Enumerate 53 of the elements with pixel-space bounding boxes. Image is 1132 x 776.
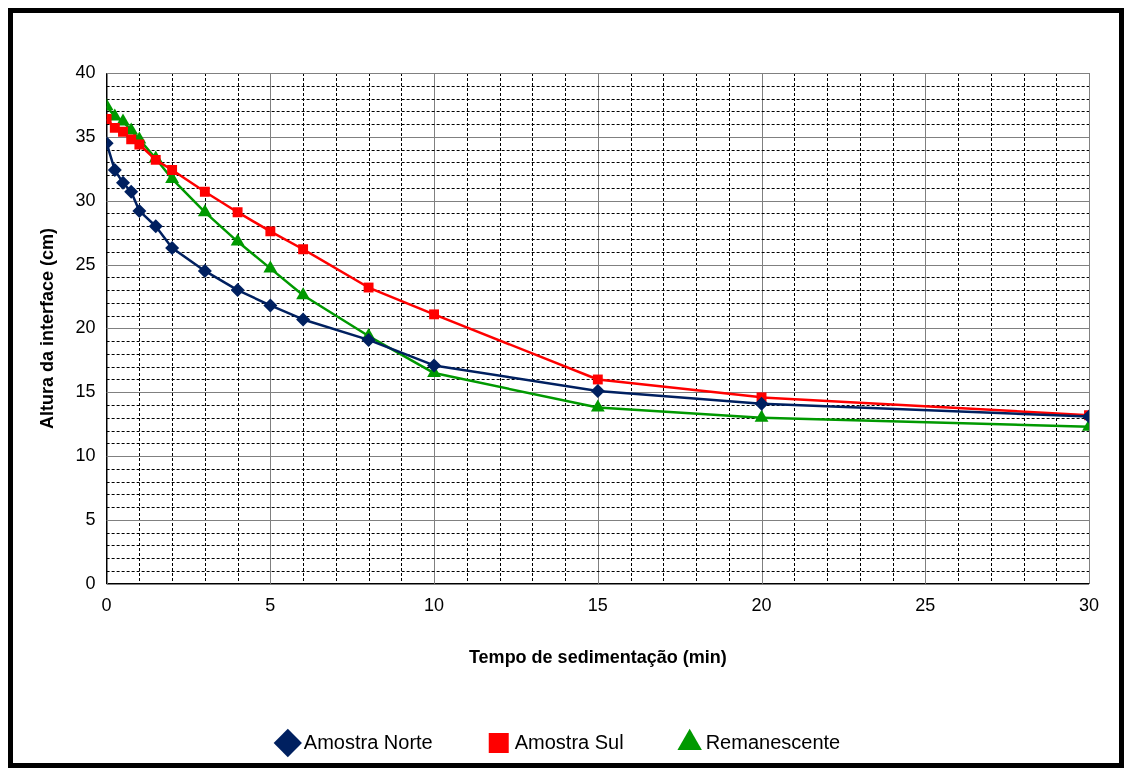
point: [592, 374, 603, 385]
point: [124, 184, 139, 199]
y-tick-label: 40: [75, 61, 96, 82]
point: [165, 240, 180, 255]
legend-label: Remanescente: [705, 730, 841, 753]
point: [115, 175, 130, 190]
point: [263, 298, 278, 313]
y-tick-label: 5: [85, 508, 96, 529]
point: [107, 163, 122, 178]
point: [754, 409, 769, 422]
x-axis-title: Tempo de sedimentação (min): [468, 647, 727, 668]
point: [232, 207, 243, 218]
point: [754, 396, 769, 411]
point: [230, 283, 245, 298]
legend-label: Amostra Norte: [303, 730, 433, 753]
point: [265, 226, 276, 237]
y-tick-label: 30: [75, 189, 96, 210]
point: [132, 203, 147, 218]
point: [197, 204, 212, 217]
x-tick-label: 5: [265, 594, 276, 615]
point: [296, 312, 311, 327]
point: [429, 309, 440, 320]
x-tick-label: 10: [424, 594, 445, 615]
y-tick-label: 15: [75, 381, 96, 402]
y-tick-label: 35: [75, 125, 96, 146]
point: [230, 233, 245, 246]
x-tick-label: 25: [915, 594, 936, 615]
y-tick-label: 10: [75, 445, 96, 466]
x-tick-label: 20: [751, 594, 772, 615]
point: [148, 219, 163, 234]
y-axis-title: Altura da interface (cm): [36, 227, 57, 429]
point: [126, 134, 137, 145]
x-tick-label: 15: [587, 594, 608, 615]
point: [361, 332, 376, 347]
point: [363, 282, 374, 293]
point: [134, 139, 145, 150]
point: [197, 263, 212, 278]
point: [590, 383, 605, 398]
point: [199, 186, 210, 197]
point: [296, 287, 311, 300]
y-tick-label: 0: [85, 572, 96, 593]
x-tick-label: 0: [101, 594, 112, 615]
x-tick-label: 30: [1078, 594, 1100, 615]
y-tick-label: 25: [75, 253, 96, 274]
point: [590, 399, 605, 412]
point: [150, 154, 161, 165]
legend-label: Amostra Sul: [514, 730, 624, 753]
y-tick-label: 20: [75, 317, 96, 338]
point: [427, 358, 442, 373]
point: [167, 165, 178, 175]
point: [298, 244, 309, 255]
point: [263, 260, 278, 273]
point: [118, 126, 128, 137]
